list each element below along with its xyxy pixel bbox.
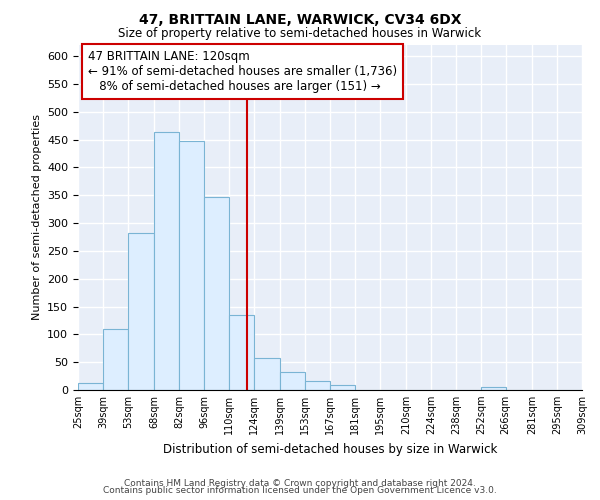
Bar: [179, 142, 204, 390]
Bar: [154, 132, 179, 390]
Bar: [229, 315, 254, 390]
Text: 47 BRITTAIN LANE: 120sqm
← 91% of semi-detached houses are smaller (1,736)
   8%: 47 BRITTAIN LANE: 120sqm ← 91% of semi-d…: [88, 50, 397, 93]
X-axis label: Distribution of semi-detached houses by size in Warwick: Distribution of semi-detached houses by …: [163, 442, 497, 456]
Text: Contains HM Land Registry data © Crown copyright and database right 2024.: Contains HM Land Registry data © Crown c…: [124, 478, 476, 488]
Bar: [330, 385, 355, 390]
Text: 47, BRITTAIN LANE, WARWICK, CV34 6DX: 47, BRITTAIN LANE, WARWICK, CV34 6DX: [139, 12, 461, 26]
Bar: [78, 383, 103, 390]
Bar: [254, 358, 280, 390]
Bar: [280, 372, 305, 390]
Bar: [128, 232, 154, 390]
Bar: [103, 329, 128, 390]
Text: Size of property relative to semi-detached houses in Warwick: Size of property relative to semi-detach…: [118, 28, 482, 40]
Bar: [481, 386, 506, 390]
Bar: [305, 381, 330, 390]
Text: Contains public sector information licensed under the Open Government Licence v3: Contains public sector information licen…: [103, 486, 497, 495]
Bar: [204, 197, 229, 390]
Y-axis label: Number of semi-detached properties: Number of semi-detached properties: [32, 114, 41, 320]
